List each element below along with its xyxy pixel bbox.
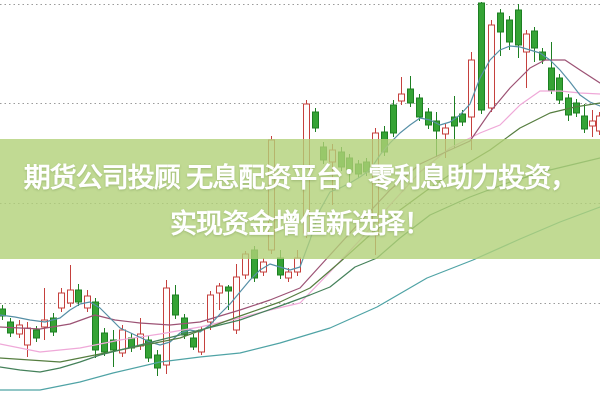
promo-banner-line-1: 期货公司投顾 无息配资平台：零利息助力投资， — [23, 163, 578, 193]
promo-banner-line-2: 实现资金增值新选择！ — [170, 209, 431, 239]
promo-banner-overlay — [0, 139, 600, 259]
